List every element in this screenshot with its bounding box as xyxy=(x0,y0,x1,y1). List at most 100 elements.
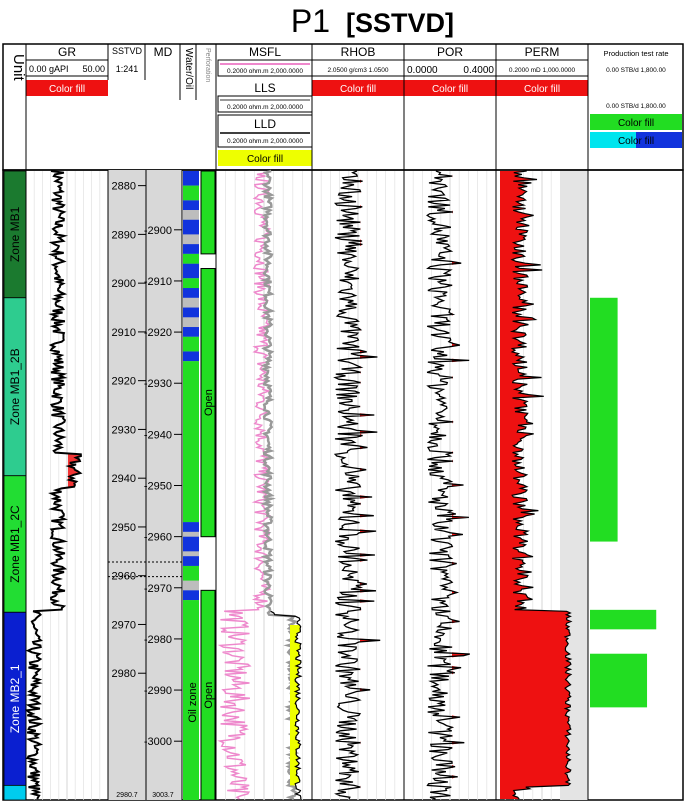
md-tick-label: 2880 xyxy=(112,181,136,193)
water-oil-name: Water/Oil xyxy=(183,48,194,89)
water-oil-band xyxy=(183,200,199,211)
tvd-tick-label: -2910 xyxy=(144,276,172,288)
production-bar xyxy=(590,297,618,542)
md-tick-label: 2970 xyxy=(112,619,136,631)
well-name: P1 xyxy=(291,3,330,39)
md-tick-label: 2920 xyxy=(112,376,136,388)
msfl-curve xyxy=(217,170,272,800)
por-fill-swatch xyxy=(404,80,496,96)
zone-label: Zone MB2_1 xyxy=(8,664,22,733)
tvd-tick-label: -2990 xyxy=(144,685,172,697)
gr-fill-swatch xyxy=(26,80,108,96)
perforation-interval xyxy=(200,589,216,801)
msfl-name: MSFL xyxy=(249,45,281,59)
md-tick-label: 2980 xyxy=(112,668,136,680)
water-oil-band xyxy=(183,288,199,298)
lls-name: LLS xyxy=(254,81,275,95)
lld-fill xyxy=(290,624,301,786)
perforation-name: Perforation xyxy=(204,48,211,82)
water-oil-band xyxy=(183,171,199,186)
oil-zone-label: Oil zone xyxy=(187,682,199,722)
tvd-tick-label: -2900 xyxy=(144,225,172,237)
perm-scale: 0.2000 mD 1,000.0000 xyxy=(509,67,576,74)
water-oil-band xyxy=(183,185,199,201)
perforation-interval xyxy=(200,170,216,255)
gr-scale-right: 50.00 xyxy=(82,64,105,74)
md-name: MD xyxy=(154,45,173,59)
perm-name: PERM xyxy=(525,45,560,59)
zone-label: Zone MB1 xyxy=(8,206,22,262)
rhob-scale: 2.0500 g/cm3 1.0500 xyxy=(327,67,388,74)
tracks-frame xyxy=(2,169,684,801)
tvd-tick-label: -2980 xyxy=(144,634,172,646)
lld-fill-label: Color fill xyxy=(247,154,283,165)
msfl-scale: 0.2000 ohm.m 2,000.0000 xyxy=(227,68,303,75)
sstvd-name: SSTVD xyxy=(112,46,143,56)
por-fill-label: Color fill xyxy=(432,84,468,95)
gr-fill-label: Color fill xyxy=(49,84,85,95)
md-axis: 2880 2890 2900 2910 2920 2930 2940 2950 2960 2970… xyxy=(112,181,146,680)
tvd-tick-label: -3000 xyxy=(144,736,172,748)
gr-name: GR xyxy=(58,45,76,59)
perm-curve xyxy=(509,170,573,800)
md-tick-label: 2960 xyxy=(112,571,136,583)
water-oil-band xyxy=(183,278,199,289)
water-oil-band xyxy=(183,590,199,601)
rhob-name: RHOB xyxy=(341,45,376,59)
unit-header: Unit xyxy=(10,54,27,82)
tvd-tick-label: -2930 xyxy=(144,378,172,390)
por-name: POR xyxy=(437,45,463,59)
sstvd-ratio: 1:241 xyxy=(116,64,139,74)
prod-scale-2: 0.00 STB/d 1,800.00 xyxy=(606,103,666,110)
water-oil-band xyxy=(183,307,199,318)
prod-scale-1: 0.00 STB/d 1,800.00 xyxy=(606,67,666,74)
production-track xyxy=(590,297,657,708)
production-header: Production test rate 0.00 STB/d 1,800.00… xyxy=(590,49,682,148)
tvd-tick-label: -2940 xyxy=(144,429,172,441)
zone-track: Zone MB1 Zone MB1_2B Zone MB1_2C Zone MB2_1 xyxy=(3,170,27,801)
prod-fill-swatch-2b xyxy=(636,132,682,148)
zone-label: Zone MB1_2B xyxy=(8,348,22,425)
water-oil-band xyxy=(183,263,199,279)
perm-fill-label: Color fill xyxy=(524,84,560,95)
por-header: POR 0.0000 0.4000 Color fill xyxy=(403,45,497,96)
water-oil-band xyxy=(183,600,199,800)
perforation-interval xyxy=(200,268,216,538)
log-curves xyxy=(24,169,573,801)
gr-scale-left: 0.00 gAPI xyxy=(29,64,69,74)
md-tick-label: 2950 xyxy=(112,522,136,534)
zone-label: Zone MB1_2C xyxy=(8,505,22,583)
md-tick-label: 2940 xyxy=(112,473,136,485)
tvd-tick-label: -2970 xyxy=(144,583,172,595)
rhob-fill xyxy=(360,171,381,800)
production-bar xyxy=(590,653,648,708)
md-track-bg xyxy=(108,170,146,800)
water-oil-band xyxy=(183,244,199,254)
prod-fill-swatch-2a xyxy=(590,132,636,148)
rhob-fill-swatch xyxy=(312,80,404,96)
perforation-label: Open xyxy=(203,682,215,709)
resistivity-header: MSFL 0.2000 ohm.m 2,000.0000 LLS 0.2000 … xyxy=(217,45,313,166)
prod-fill-label-1: Color fill xyxy=(618,118,654,129)
md-bottom-label: 2980.7 xyxy=(116,792,138,799)
title-suffix: [SSTVD] xyxy=(346,8,454,38)
perm-header: PERM 0.2000 mD 1,000.0000 Color fill xyxy=(495,45,589,96)
tvd-axis: -2900 -2910 -2920 -2930 -2940 -2950 -2960 -2970… xyxy=(144,225,182,748)
prod-fill-label-2: Color fill xyxy=(618,136,654,147)
water-oil-band xyxy=(183,253,199,264)
md-tick-label: 2890 xyxy=(112,229,136,241)
tvd-bottom-label: 3003.7 xyxy=(152,792,174,799)
tvd-tick-label: -2960 xyxy=(144,532,172,544)
md-tick-label: 2910 xyxy=(112,327,136,339)
water-oil-band xyxy=(183,556,199,566)
production-bar xyxy=(590,609,657,630)
perforation-label: Open xyxy=(203,389,215,416)
water-oil-band xyxy=(183,327,199,337)
por-scale-left: 0.0000 xyxy=(407,65,438,76)
md-tick-label: 2930 xyxy=(112,424,136,436)
water-oil-band xyxy=(183,522,199,532)
water-oil-band xyxy=(183,565,199,581)
lls-scale: 0.2000 ohm.m 2,000.0000 xyxy=(227,104,303,111)
prod-name: Production test rate xyxy=(603,49,668,58)
